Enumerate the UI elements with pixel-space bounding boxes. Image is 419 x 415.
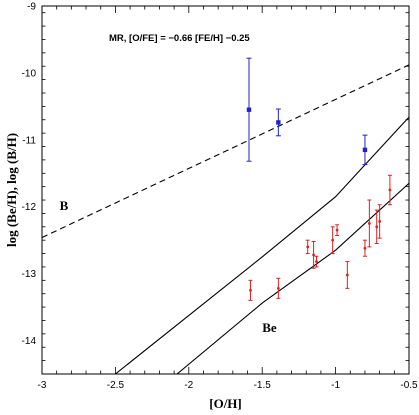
marker-dot	[315, 260, 318, 263]
curve-solid	[176, 182, 409, 374]
x-tick-label: -2	[184, 380, 193, 391]
marker-dot	[367, 222, 371, 225]
marker-dot	[378, 220, 382, 223]
data-point-red	[311, 241, 316, 269]
y-tick-label: -14	[22, 336, 37, 347]
data-point-red	[276, 277, 281, 299]
data-point-red	[345, 261, 350, 289]
y-tick-label: -9	[27, 2, 36, 13]
data-point-blue	[246, 57, 252, 162]
x-tick-label: -3	[38, 380, 47, 391]
x-tick-label: -1.5	[254, 380, 272, 391]
y-tick-label: -12	[22, 202, 37, 213]
y-axis-label: log (Be/H), log (B/H)	[4, 133, 19, 247]
y-tick-label: -10	[22, 68, 37, 79]
data-point-red	[330, 226, 335, 255]
marker-square	[362, 147, 368, 153]
marker-dot	[363, 246, 367, 250]
data-point-blue	[362, 134, 368, 166]
data-point-red	[305, 239, 310, 255]
marker-dot	[276, 286, 280, 290]
marker-dot	[306, 245, 310, 249]
marker-dot	[249, 288, 252, 292]
axes: -3 -2.5 -2 -1.5 -1 -0.5 -14 -13 -12 -11 -10 -9	[22, 2, 419, 392]
y-tick-label: -11	[22, 135, 36, 146]
x-tick-label: -2.5	[107, 380, 125, 391]
plot-frame	[41, 5, 410, 375]
x-tick-label: -0.5	[400, 380, 418, 391]
curve-solid	[115, 116, 409, 374]
data-point-blue	[275, 108, 281, 137]
marker-dot	[335, 228, 339, 232]
data-point-red	[314, 255, 319, 268]
curve-label: Be	[262, 320, 277, 335]
marker-dot	[312, 253, 315, 257]
plot-area: B Be	[42, 57, 409, 374]
data-point-red	[367, 199, 372, 248]
x-tick-label: -1	[331, 380, 340, 391]
data-point-red	[362, 239, 367, 257]
data-point-red	[374, 209, 379, 245]
y-tick-label: -13	[22, 269, 37, 280]
curve-b-dashed	[42, 64, 409, 239]
marker-dot	[388, 188, 392, 192]
model-annotation: MR, [O/FE] = −0.66 [FE/H] −0.25	[109, 33, 250, 44]
data-point-red	[387, 174, 392, 206]
marker-square	[246, 107, 252, 112]
curves-layer	[42, 64, 409, 374]
x-axis-label: [O/H]	[209, 396, 242, 411]
marker-dot	[345, 273, 349, 277]
marker-dot	[375, 225, 379, 229]
data-point-red	[377, 204, 382, 239]
data-point-red	[248, 279, 253, 301]
curve-label: B	[60, 198, 69, 213]
data-point-red	[335, 224, 340, 236]
marker-square	[276, 120, 281, 125]
marker-dot	[331, 238, 335, 242]
